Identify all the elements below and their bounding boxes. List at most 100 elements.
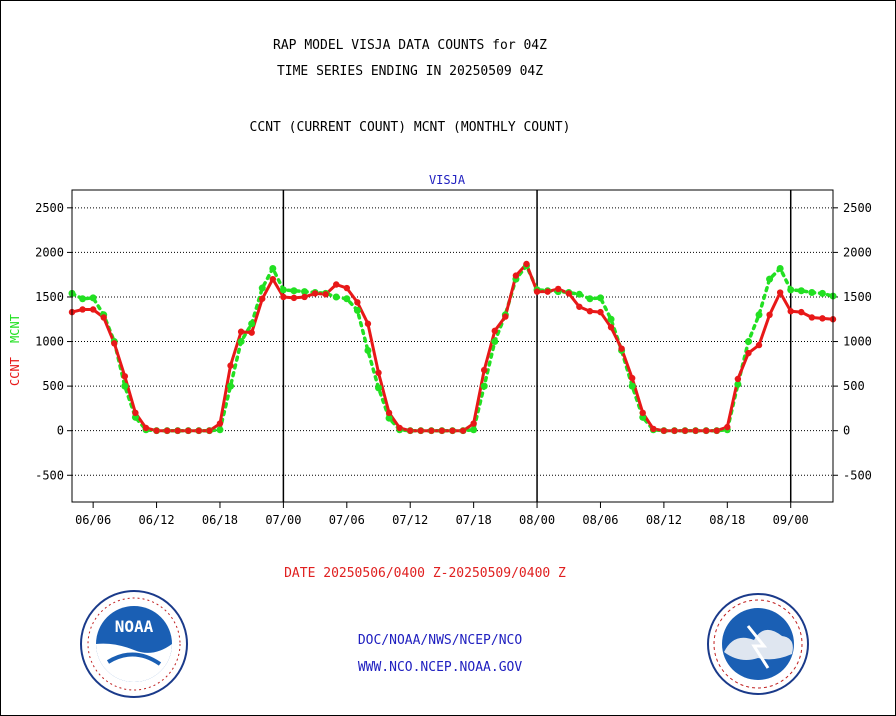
data-point-mcnt xyxy=(301,288,309,296)
data-point-mcnt xyxy=(121,382,129,390)
data-point-mcnt xyxy=(258,284,266,292)
y-axis-right: 2500 2000 1500 1000 500 0 -500 xyxy=(833,201,872,482)
data-point-mcnt xyxy=(734,380,742,388)
series-points xyxy=(68,260,837,435)
data-point-ccnt xyxy=(174,427,181,434)
data-point-ccnt xyxy=(290,294,298,302)
data-point-mcnt xyxy=(89,294,97,302)
x-tick-label: 07/12 xyxy=(392,513,428,527)
data-point-ccnt xyxy=(153,427,160,434)
data-point-mcnt xyxy=(364,346,372,354)
y-tick-label-right: 0 xyxy=(843,424,850,438)
data-point-ccnt xyxy=(734,375,742,383)
data-point-mcnt xyxy=(755,311,763,319)
data-point-mcnt xyxy=(237,338,245,346)
data-point-mcnt xyxy=(248,320,256,328)
data-point-ccnt xyxy=(111,340,118,347)
y-tick-label-right: 500 xyxy=(843,379,865,393)
x-axis: 06/06 06/12 06/18 07/00 07/06 07/12 07/18 08/00… xyxy=(75,502,809,527)
data-point-ccnt xyxy=(311,290,319,297)
data-point-mcnt xyxy=(797,287,805,295)
x-tick-label: 08/18 xyxy=(709,513,745,527)
data-point-ccnt xyxy=(364,320,372,327)
data-point-ccnt xyxy=(808,314,816,321)
y-tick-label-right: 2500 xyxy=(843,201,872,215)
data-point-ccnt xyxy=(459,427,467,434)
data-point-mcnt xyxy=(787,286,795,294)
y-tick-label-right: 2000 xyxy=(843,245,872,259)
data-point-ccnt xyxy=(301,293,308,301)
series-line-ccnt xyxy=(71,262,834,433)
y-tick-label-left: 2500 xyxy=(35,201,64,215)
grid-lines xyxy=(72,190,833,502)
data-point-ccnt xyxy=(248,329,255,336)
data-point-mcnt xyxy=(269,264,277,272)
noaa-logo: NOAA xyxy=(80,590,188,698)
data-point-ccnt xyxy=(692,427,699,434)
x-tick-label: 07/18 xyxy=(456,513,492,527)
data-point-mcnt xyxy=(628,382,636,390)
data-point-ccnt xyxy=(343,284,351,292)
data-point-mcnt xyxy=(353,306,361,314)
x-tick-label: 06/06 xyxy=(75,513,111,527)
data-point-mcnt xyxy=(79,295,87,303)
y-tick-label-left: 1500 xyxy=(35,290,64,304)
plot-border xyxy=(71,189,834,503)
data-point-mcnt xyxy=(586,295,594,303)
chart-title-line3: CCNT (CURRENT COUNT) MCNT (MONTHLY COUNT… xyxy=(249,120,571,135)
data-point-ccnt xyxy=(819,315,826,322)
data-point-ccnt xyxy=(322,291,329,298)
data-point-mcnt xyxy=(766,275,774,283)
data-point-ccnt xyxy=(576,303,583,310)
x-tick-label: 08/12 xyxy=(646,513,682,527)
data-point-ccnt xyxy=(163,427,171,434)
data-point-ccnt xyxy=(681,427,689,434)
data-point-ccnt xyxy=(438,427,446,434)
data-point-mcnt xyxy=(744,338,752,346)
data-point-ccnt xyxy=(554,285,562,293)
x-tick-label: 08/00 xyxy=(519,513,555,527)
data-point-ccnt xyxy=(745,349,752,357)
x-tick-label: 06/18 xyxy=(202,513,238,527)
y-axis-label-ccnt: CCNT xyxy=(8,357,22,386)
data-point-ccnt xyxy=(89,306,97,313)
data-point-ccnt xyxy=(639,409,646,417)
data-point-mcnt xyxy=(491,338,499,346)
footer-website-link[interactable]: WWW.NCO.NCEP.NOAA.GOV xyxy=(357,660,523,675)
data-point-ccnt xyxy=(491,327,498,335)
data-point-ccnt xyxy=(259,295,266,302)
data-point-mcnt xyxy=(290,287,298,295)
x-tick-label: 07/00 xyxy=(265,513,301,527)
data-point-ccnt xyxy=(195,427,203,434)
data-point-ccnt xyxy=(79,306,86,313)
data-point-mcnt xyxy=(279,286,287,294)
data-point-ccnt xyxy=(100,314,107,321)
data-point-ccnt xyxy=(713,427,720,434)
data-point-ccnt xyxy=(544,288,551,295)
data-point-ccnt xyxy=(449,427,456,434)
y-tick-label-left: 2000 xyxy=(35,245,64,259)
y-tick-label-right: -500 xyxy=(843,468,872,482)
data-point-ccnt xyxy=(375,369,382,376)
data-point-ccnt xyxy=(185,427,192,434)
data-point-mcnt xyxy=(216,426,224,434)
y-tick-label-left: 500 xyxy=(42,379,64,393)
data-point-mcnt xyxy=(639,413,647,421)
data-point-ccnt xyxy=(607,324,615,331)
data-point-ccnt xyxy=(597,308,604,316)
data-point-ccnt xyxy=(618,345,625,352)
data-point-ccnt xyxy=(724,423,731,431)
series-line-mcnt xyxy=(70,264,835,433)
data-point-mcnt xyxy=(776,264,784,272)
data-point-ccnt xyxy=(650,425,657,433)
x-tick-label: 06/12 xyxy=(138,513,174,527)
x-tick-label: 08/06 xyxy=(582,513,618,527)
footer-agency-text: DOC/NOAA/NWS/NCEP/NCO xyxy=(357,633,523,648)
date-range-text: DATE 20250506/0400 Z-20250509/0400 Z xyxy=(284,566,566,581)
y-axis-left: 2500 2000 1500 1000 500 0 -500 xyxy=(35,201,72,482)
noaa-logo-text: NOAA xyxy=(115,617,154,636)
chart-title-line1: RAP MODEL VISJA DATA COUNTS for 04Z xyxy=(273,38,547,53)
data-point-ccnt xyxy=(586,308,594,315)
data-point-ccnt xyxy=(533,288,541,295)
data-point-ccnt xyxy=(502,313,509,320)
